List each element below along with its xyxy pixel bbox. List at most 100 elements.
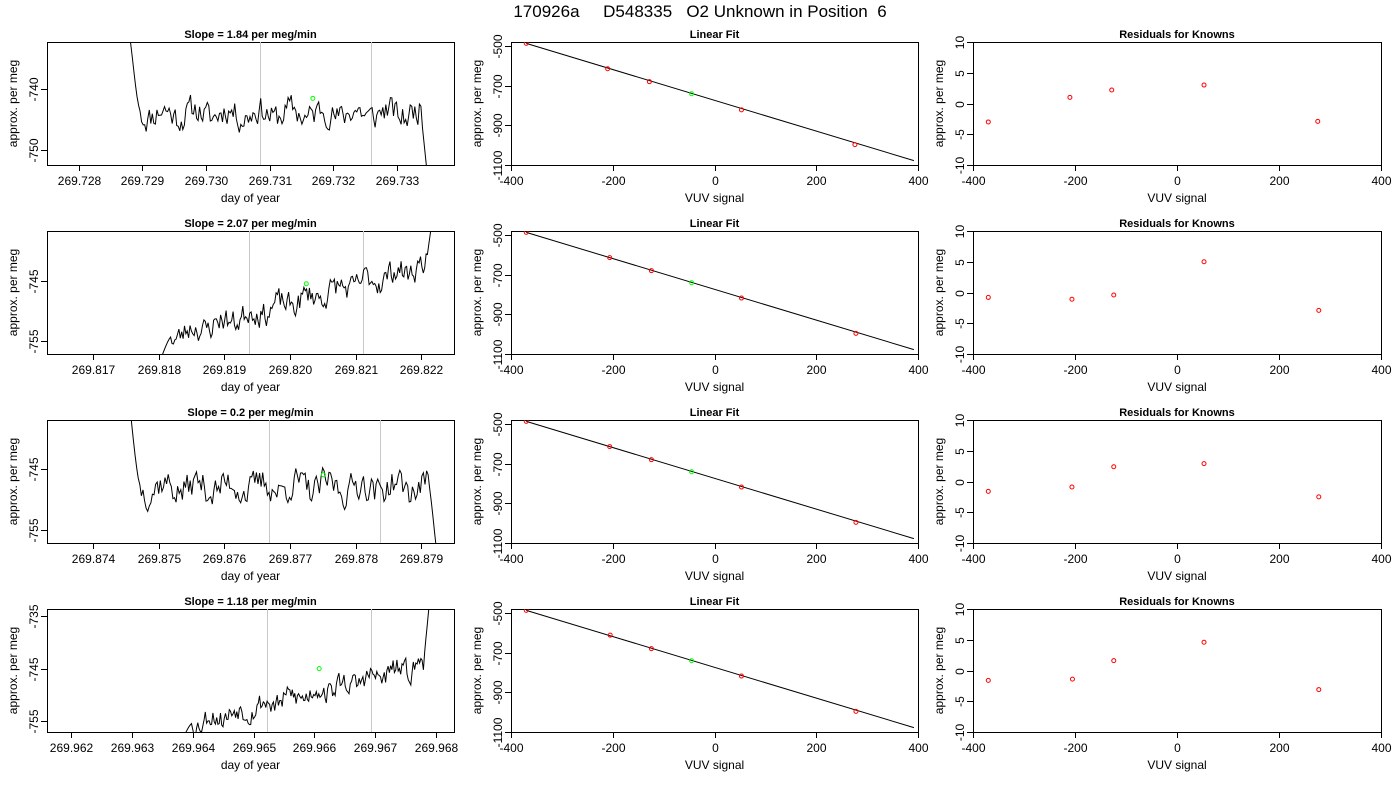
x-tick-label: -400: [961, 552, 985, 566]
y-tick-label: -500: [491, 601, 505, 625]
known-standard-point: [1109, 87, 1115, 93]
x-tick-label: 269.728: [58, 174, 102, 188]
page-title: 170926a D548335 O2 Unknown in Position 6: [513, 2, 887, 21]
x-tick-label: 400: [908, 363, 928, 377]
x-tick-label: 269.874: [72, 552, 116, 566]
x-tick-label: 0: [712, 741, 719, 755]
x-tick-label: 400: [1371, 363, 1391, 377]
y-tick-label: 10: [953, 414, 967, 428]
x-tick-label: 269.730: [185, 174, 229, 188]
y-axis-label: approx. per meg: [470, 60, 484, 147]
plot-frame: [47, 42, 455, 166]
plot-frame: [47, 609, 455, 733]
x-tick-label: -200: [1063, 174, 1087, 188]
y-axis-label: approx. per meg: [470, 627, 484, 714]
y-tick-label: -900: [491, 680, 505, 704]
known-standard-point: [605, 66, 611, 72]
known-standard-point: [523, 231, 529, 235]
plot-frame: [511, 42, 919, 166]
x-tick-label: 269.820: [269, 363, 313, 377]
known-standard-point: [1316, 494, 1322, 500]
y-axis-label: approx. per meg: [932, 438, 946, 525]
plot-data: [523, 609, 915, 729]
row3-fit-panel: Linear Fit -400 -200 0 200 400 VUV signal -500 -…: [470, 407, 929, 583]
y-tick-label: 5: [953, 448, 967, 455]
x-axis-label: VUV signal: [1147, 191, 1206, 205]
x-tick-label: -400: [961, 363, 985, 377]
known-standard-point: [1201, 259, 1207, 265]
known-standard-point: [985, 294, 991, 300]
plot-frame: [973, 231, 1382, 355]
x-axis-label: day of year: [221, 380, 280, 394]
y-tick-label: -500: [491, 412, 505, 436]
unknown-sample-point: [310, 95, 316, 101]
x-tick-label: -200: [601, 552, 625, 566]
x-tick-label: 269.964: [172, 741, 216, 755]
plot-data: [129, 42, 427, 165]
y-axis-label: approx. per meg: [6, 438, 20, 525]
y-tick-label: -1100: [491, 339, 505, 369]
unknown-sample-point: [689, 280, 695, 286]
known-standard-point: [1069, 484, 1075, 490]
chart-title: Slope = 0.2 per meg/min: [187, 407, 314, 419]
known-standard-point: [607, 255, 613, 261]
plot-data: [523, 420, 915, 540]
x-axis-label: VUV signal: [1147, 758, 1206, 772]
row1-trace-panel: Slope = 1.84 per meg/min 269.728 269.729 26…: [6, 29, 455, 205]
y-tick-label: -745: [27, 657, 41, 681]
x-axis-label: day of year: [221, 191, 280, 205]
known-standard-point: [853, 519, 859, 525]
known-standard-point: [1315, 118, 1321, 124]
x-axis-label: VUV signal: [685, 191, 744, 205]
y-tick-label: -735: [27, 604, 41, 628]
y-tick-label: -500: [491, 223, 505, 247]
y-tick-label: 10: [953, 36, 967, 50]
y-axis-label: approx. per meg: [932, 249, 946, 336]
y-tick-label: 5: [953, 637, 967, 644]
known-standard-point: [648, 268, 654, 274]
fit-line: [526, 420, 915, 540]
x-tick-label: 400: [908, 552, 928, 566]
known-standard-point: [1201, 82, 1207, 88]
y-tick-label: 10: [953, 225, 967, 239]
x-tick-label: 200: [1269, 174, 1289, 188]
known-standard-point: [607, 632, 613, 638]
x-tick-label: -200: [601, 174, 625, 188]
y-tick-label: -5: [953, 129, 967, 140]
x-tick-label: 0: [1174, 741, 1181, 755]
y-tick-label: -1100: [491, 528, 505, 558]
x-tick-label: 200: [1269, 363, 1289, 377]
y-axis-label: approx. per meg: [6, 627, 20, 714]
x-tick-label: 269.729: [121, 174, 165, 188]
x-tick-label: -200: [601, 363, 625, 377]
signal-trace: [130, 420, 437, 543]
y-axis-label: approx. per meg: [6, 249, 20, 336]
unknown-sample-point: [316, 666, 322, 672]
y-tick-label: 0: [953, 479, 967, 486]
plot-frame: [511, 420, 919, 544]
x-tick-label: -400: [961, 741, 985, 755]
y-tick-label: -500: [491, 34, 505, 58]
x-axis-label: VUV signal: [685, 380, 744, 394]
known-standard-point: [1111, 292, 1117, 298]
plot-data: [130, 420, 437, 543]
plot-frame: [973, 420, 1382, 544]
chart-title: Slope = 1.84 per meg/min: [184, 29, 317, 41]
x-tick-label: 269.967: [354, 741, 398, 755]
signal-trace: [162, 231, 432, 354]
y-tick-label: -700: [491, 641, 505, 665]
y-tick-label: 0: [953, 290, 967, 297]
known-standard-point: [523, 420, 529, 424]
y-tick-label: -1100: [491, 150, 505, 180]
plot-data: [985, 461, 1322, 500]
y-tick-label: -5: [953, 696, 967, 707]
unknown-sample-point: [689, 658, 695, 664]
x-tick-label: 269.818: [138, 363, 182, 377]
x-axis-label: VUV signal: [685, 758, 744, 772]
row4-resid-panel: Residuals for Knowns -400 -200 0 200 400 VUV s…: [932, 596, 1392, 772]
x-tick-label: 400: [1371, 741, 1391, 755]
plot-frame: [47, 231, 455, 355]
known-standard-point: [1316, 687, 1322, 693]
y-tick-label: -10: [953, 157, 967, 175]
row3-resid-panel: Residuals for Knowns -400 -200 0 200 400 VUV s…: [932, 407, 1392, 583]
